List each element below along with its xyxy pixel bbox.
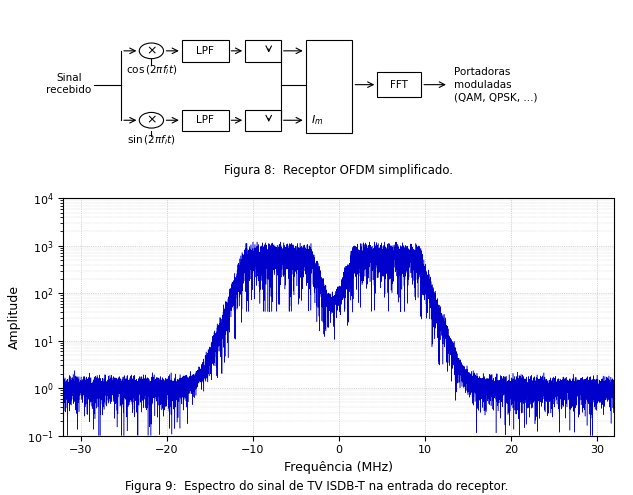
Y-axis label: Amplitude: Amplitude (8, 285, 21, 349)
X-axis label: Frequência (MHz): Frequência (MHz) (284, 461, 393, 474)
Text: $\cos\left(2\pi f_i t\right)$: $\cos\left(2\pi f_i t\right)$ (126, 64, 177, 77)
Circle shape (139, 112, 163, 128)
Text: moduladas: moduladas (454, 80, 512, 90)
Text: $I_m$: $I_m$ (311, 113, 323, 127)
Bar (182, 40, 229, 61)
Text: $\times$: $\times$ (146, 45, 157, 57)
Bar (245, 40, 281, 61)
Bar (306, 40, 353, 133)
Text: $\sin\left(2\pi f_i t\right)$: $\sin\left(2\pi f_i t\right)$ (127, 133, 176, 147)
Text: LPF: LPF (196, 46, 214, 56)
Text: FFT: FFT (391, 80, 408, 90)
Text: Portadoras: Portadoras (454, 67, 511, 77)
Text: Figura 8:  Receptor OFDM simplificado.: Figura 8: Receptor OFDM simplificado. (224, 163, 453, 177)
Text: Sinal: Sinal (56, 73, 82, 83)
Circle shape (139, 43, 163, 59)
Text: $\times$: $\times$ (146, 114, 157, 127)
Bar (182, 109, 229, 131)
Bar (377, 72, 422, 97)
Text: LPF: LPF (196, 115, 214, 125)
Text: recebido: recebido (46, 85, 91, 95)
Text: Figura 9:  Espectro do sinal de TV ISDB-T na entrada do receptor.: Figura 9: Espectro do sinal de TV ISDB-T… (125, 480, 508, 493)
Text: (QAM, QPSK, ...): (QAM, QPSK, ...) (454, 92, 538, 102)
Bar (245, 109, 281, 131)
